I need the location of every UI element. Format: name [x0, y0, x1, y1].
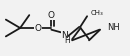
Text: O: O [35, 24, 42, 32]
Text: N: N [61, 31, 68, 40]
Text: NH: NH [107, 23, 120, 32]
Text: O: O [48, 11, 55, 20]
Text: H: H [65, 36, 70, 45]
Text: CH₃: CH₃ [91, 10, 104, 16]
